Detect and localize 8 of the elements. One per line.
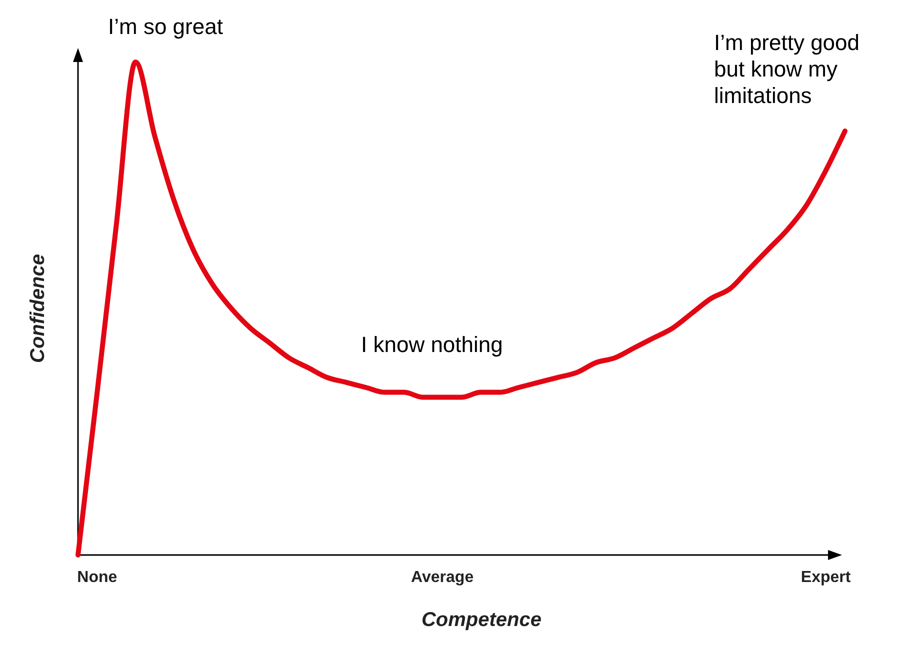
x-tick-label: Average xyxy=(411,569,474,586)
x-axis-title: Competence xyxy=(421,609,542,631)
x-tick-label: Expert xyxy=(800,569,852,586)
text: I’m so great xyxy=(108,14,223,39)
annotation: I know nothing xyxy=(361,332,503,357)
annotation: I’m pretty good but know my limitations xyxy=(714,30,860,108)
x-tick-label: None xyxy=(77,569,118,586)
y-axis-title: Confidence xyxy=(27,254,49,363)
